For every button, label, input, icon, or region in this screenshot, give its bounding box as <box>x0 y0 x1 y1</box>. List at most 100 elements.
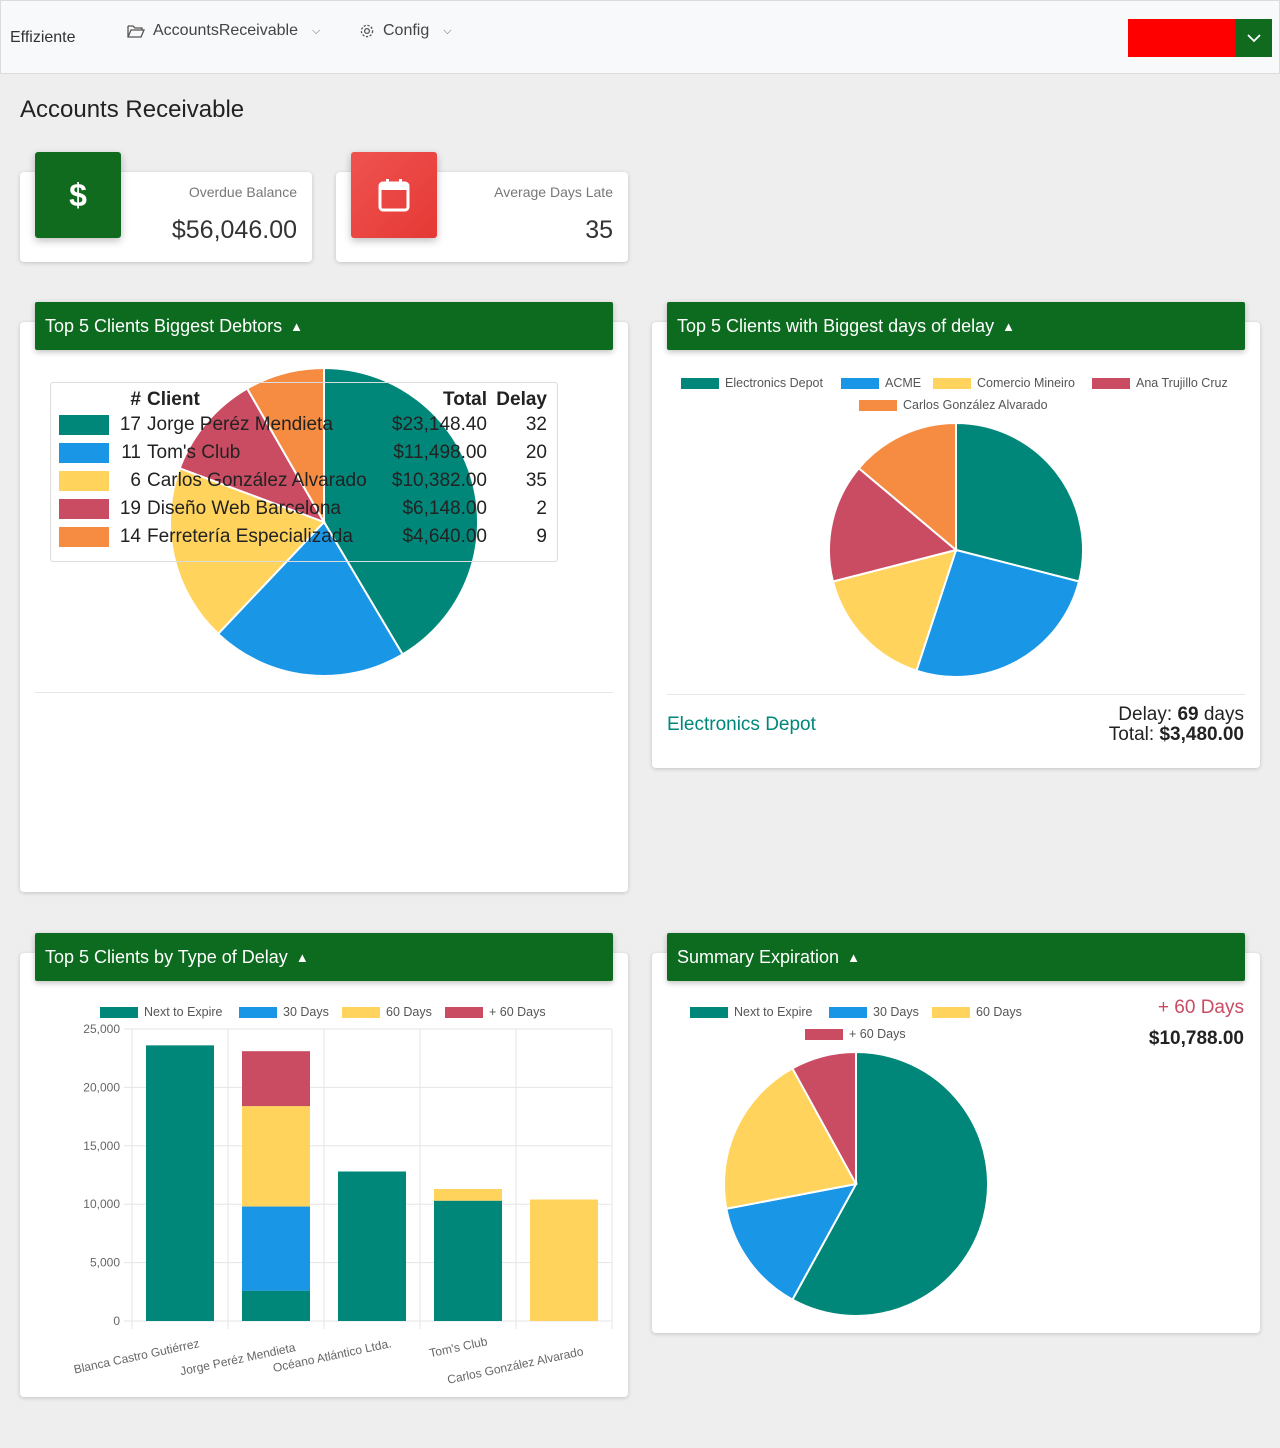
y-tick-label: 25,000 <box>83 1022 120 1036</box>
legend-item[interactable]: ACME <box>841 376 921 390</box>
caret-up-icon: ▲ <box>295 949 309 965</box>
legend-label: Electronics Depot <box>725 376 823 390</box>
delay-type-panel-header[interactable]: Top 5 Clients by Type of Delay ▲ <box>35 933 613 981</box>
color-swatch <box>59 414 109 435</box>
row-delay: 9 <box>536 526 547 547</box>
y-tick-label: 0 <box>113 1314 120 1328</box>
row-delay: 2 <box>536 498 547 519</box>
summary-pie-chart <box>723 1050 990 1317</box>
bar-segment[interactable] <box>242 1051 310 1107</box>
bar-segment[interactable] <box>146 1045 214 1321</box>
summary-selected-value: $10,788.00 <box>1148 1028 1244 1049</box>
pie-slice[interactable] <box>857 421 957 553</box>
pie-slice[interactable] <box>723 1066 858 1210</box>
col-num: # <box>130 389 141 410</box>
legend-item[interactable]: Carlos González Alvarado <box>859 398 1048 412</box>
bar-segment[interactable] <box>434 1200 502 1321</box>
user-menu[interactable] <box>1128 19 1272 57</box>
legend-item[interactable]: Ana Trujillo Cruz <box>1092 376 1228 390</box>
bar-segment[interactable] <box>530 1199 598 1321</box>
legend-swatch <box>690 1006 728 1018</box>
legend-item[interactable]: + 60 Days <box>805 1027 906 1041</box>
total-line: Total: $3,480.00 <box>1108 724 1244 745</box>
summary-panel-header[interactable]: Summary Expiration ▲ <box>667 933 1245 981</box>
col-delay: Delay <box>496 389 547 410</box>
legend-item[interactable]: Comercio Mineiro <box>933 376 1075 390</box>
row-client: Diseño Web Barcelona <box>147 498 341 519</box>
bar-segment[interactable] <box>242 1290 310 1321</box>
legend-swatch <box>933 377 971 389</box>
nav-accounts-receivable-label: AccountsReceivable <box>153 22 298 39</box>
nav-accounts-receivable[interactable]: AccountsReceivable ⌵ <box>127 20 320 42</box>
legend-label: 30 Days <box>283 1005 329 1019</box>
row-total: $11,498.00 <box>393 442 487 463</box>
row-num: 19 <box>119 498 141 519</box>
debtors-panel-header[interactable]: Top 5 Clients Biggest Debtors ▲ <box>35 302 613 350</box>
pie-slice[interactable] <box>245 366 325 526</box>
bar-segment[interactable] <box>434 1189 502 1201</box>
legend-item[interactable]: 60 Days <box>932 1005 1022 1019</box>
caret-up-icon: ▲ <box>1002 318 1016 334</box>
pie-slice[interactable] <box>828 466 959 583</box>
legend-item[interactable]: + 60 Days <box>445 1005 546 1019</box>
legend-swatch <box>805 1028 843 1040</box>
calendar-icon <box>351 152 437 238</box>
legend-label: 60 Days <box>386 1005 432 1019</box>
pie-slice[interactable] <box>725 1182 858 1302</box>
legend-label: Comercio Mineiro <box>977 376 1075 390</box>
legend-item[interactable]: 30 Days <box>239 1005 329 1019</box>
table-row: 6 Carlos González Alvarado $10,382.00 35 <box>51 467 557 495</box>
legend-item[interactable]: Next to Expire <box>100 1005 223 1019</box>
legend-swatch <box>239 1006 277 1018</box>
chevron-down-icon <box>1246 33 1261 42</box>
bar-segment[interactable] <box>242 1206 310 1291</box>
pie-slice[interactable] <box>915 548 1081 678</box>
legend-label: 60 Days <box>976 1005 1022 1019</box>
y-tick-label: 10,000 <box>83 1197 120 1211</box>
pie-slice[interactable] <box>955 421 1084 583</box>
bar-segment[interactable] <box>338 1171 406 1321</box>
selected-client-details: Delay: 69 days Total: $3,480.00 <box>1109 705 1244 745</box>
pie-slice[interactable] <box>831 548 958 672</box>
row-client: Jorge Peréz Mendieta <box>147 414 333 435</box>
bar-segment[interactable] <box>242 1106 310 1207</box>
y-tick-label: 5,000 <box>90 1256 120 1270</box>
overdue-balance-label: Overdue Balance <box>188 184 297 200</box>
pie-slice[interactable] <box>178 387 327 524</box>
summary-selected-label: + 60 Days <box>1157 997 1244 1018</box>
legend-item[interactable]: Electronics Depot <box>681 376 823 390</box>
overdue-balance-card: $ Overdue Balance $56,046.00 <box>20 152 312 262</box>
legend-item[interactable]: Next to Expire <box>690 1005 813 1019</box>
delay-panel-title: Top 5 Clients with Biggest days of delay <box>677 315 995 336</box>
pie-slice[interactable] <box>791 1050 990 1317</box>
legend-swatch <box>932 1006 970 1018</box>
legend-label: Next to Expire <box>144 1005 223 1019</box>
nav-config[interactable]: Config ⌵ <box>359 20 452 42</box>
row-num: 11 <box>121 442 141 463</box>
legend-label: Carlos González Alvarado <box>903 398 1048 412</box>
legend-label: 30 Days <box>873 1005 919 1019</box>
table-row: 11 Tom's Club $11,498.00 20 <box>51 439 557 467</box>
pie-slice[interactable] <box>323 366 479 656</box>
pie-slice[interactable] <box>216 520 404 677</box>
row-total: $6,148.00 <box>402 498 487 519</box>
legend-label: Next to Expire <box>734 1005 813 1019</box>
delay-value: 69 <box>1177 704 1199 725</box>
delay-type-panel-title: Top 5 Clients by Type of Delay <box>45 946 288 967</box>
legend-item[interactable]: 30 Days <box>829 1005 919 1019</box>
legend-item[interactable]: 60 Days <box>342 1005 432 1019</box>
user-avatar[interactable] <box>1128 19 1235 57</box>
legend-label: + 60 Days <box>489 1005 546 1019</box>
color-swatch <box>59 470 109 491</box>
delay-panel-header[interactable]: Top 5 Clients with Biggest days of delay… <box>667 302 1245 350</box>
pie-slice[interactable] <box>169 466 326 636</box>
legend-swatch <box>829 1006 867 1018</box>
debtors-panel-title: Top 5 Clients Biggest Debtors <box>45 315 283 336</box>
row-delay: 32 <box>525 414 547 435</box>
average-days-late-card: Average Days Late 35 <box>336 152 628 262</box>
brand-name[interactable]: Effiziente <box>10 29 76 46</box>
user-menu-toggle[interactable] <box>1235 19 1272 57</box>
row-num: 6 <box>130 470 141 491</box>
pie-slice[interactable] <box>791 1050 857 1185</box>
